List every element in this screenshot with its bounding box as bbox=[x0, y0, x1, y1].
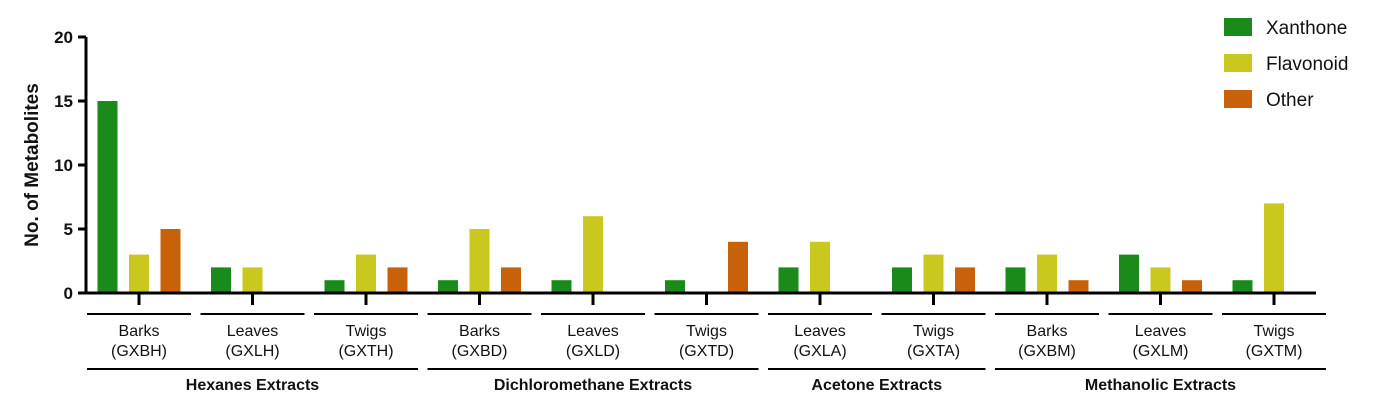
category-code: (GXTH) bbox=[338, 343, 393, 360]
bar-xanthone bbox=[778, 267, 799, 293]
category-code: (GXTD) bbox=[679, 343, 734, 360]
bar-flavonoid bbox=[1150, 267, 1171, 293]
bar-flavonoid bbox=[356, 254, 376, 293]
category-code: (GXBH) bbox=[111, 343, 167, 360]
category-code: (GXLM) bbox=[1133, 343, 1189, 360]
bar-xanthone bbox=[438, 280, 458, 293]
bar-xanthone bbox=[97, 101, 118, 293]
bar-other bbox=[1182, 280, 1202, 293]
category-label: Leaves bbox=[567, 323, 619, 340]
category-code: (GXBD) bbox=[452, 343, 508, 360]
bar-flavonoid bbox=[242, 267, 263, 293]
bars bbox=[97, 101, 1284, 293]
bar-xanthone bbox=[551, 280, 572, 293]
x-categories: Barks (GXBH) Leaves (GXLH) Twigs (GXTH) Barks (… bbox=[87, 293, 1326, 360]
category-label: Twigs bbox=[913, 323, 954, 340]
legend-label-xanthone: Xanthone bbox=[1266, 18, 1347, 39]
category-label: Leaves bbox=[794, 323, 846, 340]
bar-other bbox=[160, 229, 181, 293]
bar-xanthone bbox=[1119, 254, 1139, 293]
bar-flavonoid bbox=[1037, 254, 1057, 293]
group-label: Methanolic Extracts bbox=[1085, 377, 1236, 394]
bar-xanthone bbox=[1005, 267, 1026, 293]
y-tick-label: 20 bbox=[54, 28, 73, 47]
group-label: Dichloromethane Extracts bbox=[494, 377, 692, 394]
bar-flavonoid bbox=[583, 216, 603, 293]
x-groups: Hexanes Extracts Dichloromethane Extracts… bbox=[87, 368, 1326, 394]
category-code: (GXLH) bbox=[225, 343, 279, 360]
bar-flavonoid bbox=[810, 241, 830, 293]
bar-flavonoid bbox=[1264, 203, 1284, 293]
legend-label-other: Other bbox=[1266, 90, 1314, 111]
bar-xanthone bbox=[892, 267, 912, 293]
y-tick-label: 15 bbox=[54, 92, 73, 111]
group-label: Hexanes Extracts bbox=[186, 377, 320, 394]
y-axis: 0 5 10 15 20 No. of Metabolites bbox=[22, 28, 88, 303]
category-label: Twigs bbox=[686, 323, 727, 340]
category-label: Barks bbox=[1027, 323, 1068, 340]
y-axis-label: No. of Metabolites bbox=[22, 83, 43, 247]
category-label: Barks bbox=[459, 323, 500, 340]
category-code: (GXLD) bbox=[566, 343, 620, 360]
category-code: (GXBM) bbox=[1018, 343, 1076, 360]
y-tick-label: 5 bbox=[64, 220, 73, 239]
bar-xanthone bbox=[1232, 280, 1253, 293]
bar-xanthone bbox=[665, 280, 685, 293]
legend-swatch-xanthone bbox=[1224, 18, 1252, 36]
bar-flavonoid bbox=[923, 254, 944, 293]
group-label: Acetone Extracts bbox=[811, 377, 942, 394]
bar-xanthone bbox=[324, 280, 345, 293]
legend-label-flavonoid: Flavonoid bbox=[1266, 54, 1348, 75]
category-code: (GXTA) bbox=[907, 343, 960, 360]
bar-flavonoid bbox=[469, 229, 490, 293]
category-label: Twigs bbox=[346, 323, 387, 340]
legend-swatch-flavonoid bbox=[1224, 54, 1252, 72]
y-tick-label: 0 bbox=[64, 284, 73, 303]
bar-other bbox=[1068, 280, 1089, 293]
legend: Xanthone Flavonoid Other bbox=[1224, 18, 1348, 111]
y-ticks: 0 5 10 15 20 bbox=[54, 28, 86, 303]
category-code: (GXLA) bbox=[793, 343, 846, 360]
bar-other bbox=[387, 267, 408, 293]
category-label: Leaves bbox=[1135, 323, 1187, 340]
bar-other bbox=[955, 267, 975, 293]
category-label: Barks bbox=[119, 323, 160, 340]
bar-other bbox=[728, 241, 748, 293]
bar-xanthone bbox=[211, 267, 231, 293]
y-tick-label: 10 bbox=[54, 156, 73, 175]
bar-other bbox=[501, 267, 521, 293]
bar-flavonoid bbox=[129, 254, 149, 293]
category-label: Twigs bbox=[1254, 323, 1295, 340]
category-code: (GXTM) bbox=[1246, 343, 1303, 360]
category-label: Leaves bbox=[227, 323, 279, 340]
legend-swatch-other bbox=[1224, 90, 1252, 108]
